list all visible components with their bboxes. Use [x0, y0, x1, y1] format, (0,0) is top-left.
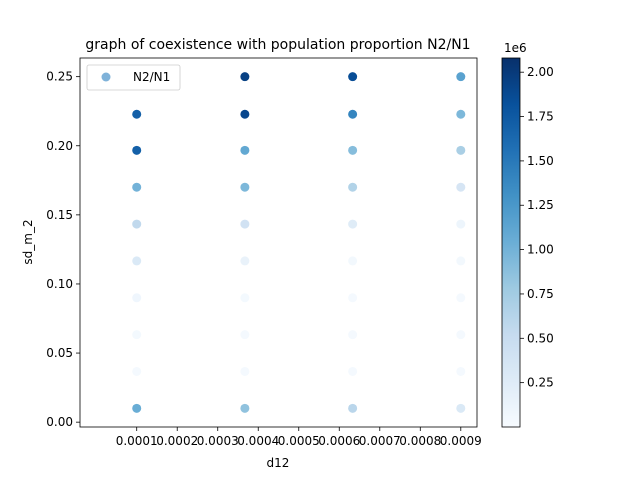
- data-point: [240, 330, 250, 340]
- y-tick-label: 0.10: [46, 277, 73, 291]
- data-point: [240, 293, 250, 303]
- data-point: [132, 366, 142, 376]
- x-axis-label: d12: [267, 456, 290, 470]
- x-tick-label: 0.0006: [318, 434, 360, 448]
- data-point: [240, 366, 250, 376]
- colorbar-tick-label: 0.75: [527, 287, 554, 301]
- data-point: [132, 182, 142, 192]
- data-point: [456, 330, 466, 340]
- legend-label: N2/N1: [133, 70, 170, 84]
- colorbar-tick-label: 0.25: [527, 376, 554, 390]
- data-point: [240, 145, 250, 155]
- x-tick-label: 0.0003: [197, 434, 239, 448]
- data-point: [132, 256, 142, 266]
- legend-marker: [101, 72, 111, 82]
- y-tick-label: 0.05: [46, 346, 73, 360]
- data-point: [132, 145, 142, 155]
- x-tick-label: 0.0009: [440, 434, 482, 448]
- data-point: [456, 182, 466, 192]
- x-axis-ticks: 0.00010.00020.00030.00040.00050.00060.00…: [116, 427, 482, 448]
- data-point: [456, 109, 466, 119]
- colorbar-offset-label: 1e6: [504, 41, 527, 55]
- plot-frame: [79, 57, 478, 428]
- colorbar-ticks: 0.25 0.50 0.75 1.00 1.25 1.50 1.75 2.00: [520, 65, 554, 390]
- data-point: [348, 330, 358, 340]
- x-tick-label: 0.0002: [156, 434, 198, 448]
- data-point: [240, 219, 250, 229]
- colorbar-tick-label: 1.25: [527, 198, 554, 212]
- y-tick-label: 0.15: [46, 208, 73, 222]
- colorbar-tick-label: 2.00: [527, 65, 554, 79]
- x-tick-label: 0.0001: [116, 434, 158, 448]
- y-axis-ticks: 0.00 0.05 0.10 0.15 0.20 0.25: [46, 70, 80, 429]
- x-tick-label: 0.0007: [359, 434, 401, 448]
- data-point: [348, 293, 358, 303]
- data-point: [240, 403, 250, 413]
- colorbar-tick-label: 0.50: [527, 331, 554, 345]
- legend: N2/N1: [86, 64, 181, 91]
- data-point: [348, 366, 358, 376]
- data-point: [132, 219, 142, 229]
- data-points: [132, 72, 466, 413]
- y-tick-label: 0.25: [46, 70, 73, 84]
- data-point: [348, 145, 358, 155]
- data-point: [132, 293, 142, 303]
- data-point: [456, 145, 466, 155]
- y-tick-label: 0.20: [46, 139, 73, 153]
- data-point: [240, 72, 250, 82]
- x-tick-label: 0.0008: [399, 434, 441, 448]
- colorbar-tick-label: 1.00: [527, 243, 554, 257]
- data-point: [348, 256, 358, 266]
- data-point: [132, 330, 142, 340]
- data-point: [456, 293, 466, 303]
- chart-title: graph of coexistence with population pro…: [85, 37, 470, 53]
- y-tick-label: 0.00: [46, 415, 73, 429]
- data-point: [348, 219, 358, 229]
- data-point: [456, 366, 466, 376]
- data-point: [456, 256, 466, 266]
- colorbar-tick-label: 1.75: [527, 110, 554, 124]
- data-point: [240, 182, 250, 192]
- y-axis-label: sd_m_2: [21, 219, 35, 264]
- x-tick-label: 0.0004: [237, 434, 279, 448]
- data-point: [348, 403, 358, 413]
- data-point: [132, 403, 142, 413]
- colorbar: [501, 57, 521, 428]
- data-point: [240, 109, 250, 119]
- data-point: [456, 403, 466, 413]
- data-point: [456, 72, 466, 82]
- legend-box: [86, 64, 181, 91]
- x-tick-label: 0.0005: [278, 434, 320, 448]
- colorbar-tick-label: 1.50: [527, 154, 554, 168]
- data-point: [132, 109, 142, 119]
- data-point: [240, 256, 250, 266]
- data-point: [456, 219, 466, 229]
- data-point: [348, 109, 358, 119]
- data-point: [348, 182, 358, 192]
- data-point: [348, 72, 358, 82]
